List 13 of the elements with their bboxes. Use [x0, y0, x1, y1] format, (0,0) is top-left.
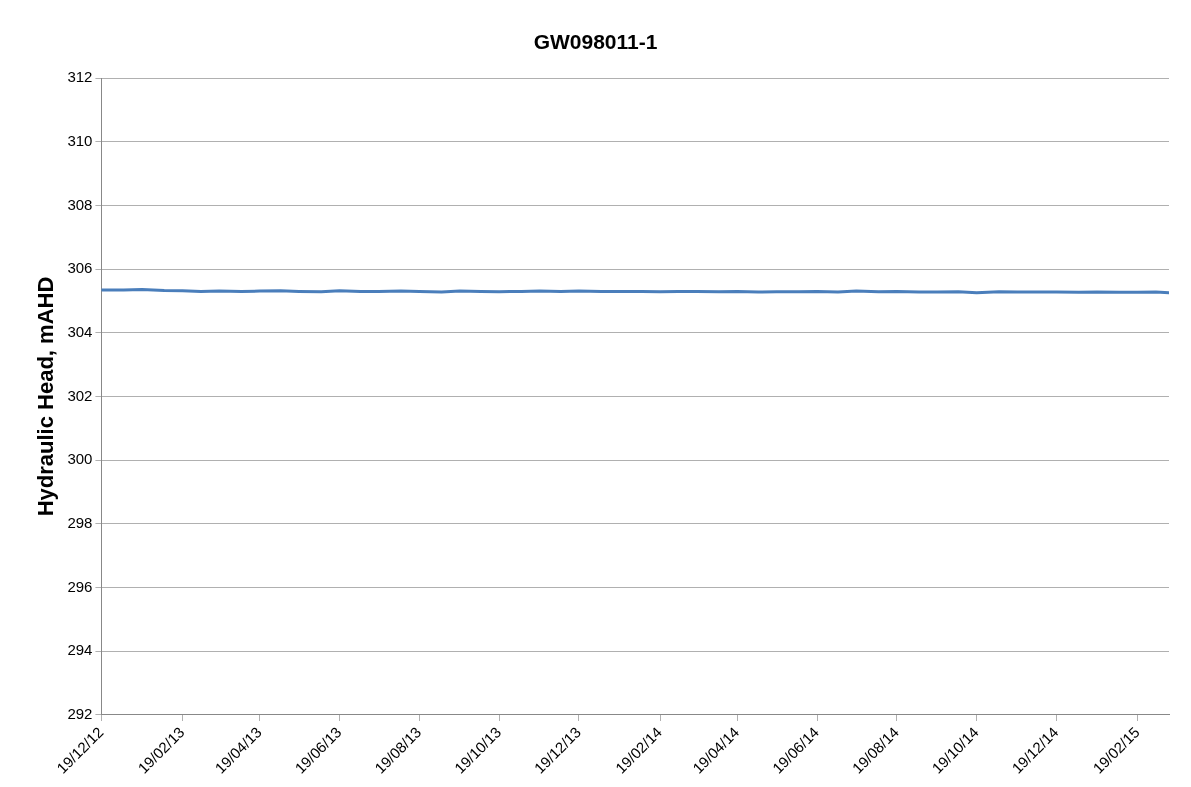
y-tick-label: 294 [67, 641, 93, 659]
y-axis-title: Hydraulic Head, mAHD [33, 276, 59, 517]
y-tick-label: 302 [67, 386, 93, 404]
y-tick-label: 304 [67, 322, 93, 340]
y-tick-label: 292 [67, 705, 93, 723]
y-tick-label: 300 [67, 450, 93, 468]
y-tick-label: 298 [67, 514, 93, 532]
y-tick-label: 310 [67, 131, 93, 149]
chart-title: GW098011-1 [532, 30, 659, 54]
y-tick-label: 312 [67, 68, 93, 86]
y-tick-label: 306 [67, 259, 93, 277]
y-tick-label: 308 [67, 195, 93, 213]
y-tick-label: 296 [67, 577, 93, 595]
